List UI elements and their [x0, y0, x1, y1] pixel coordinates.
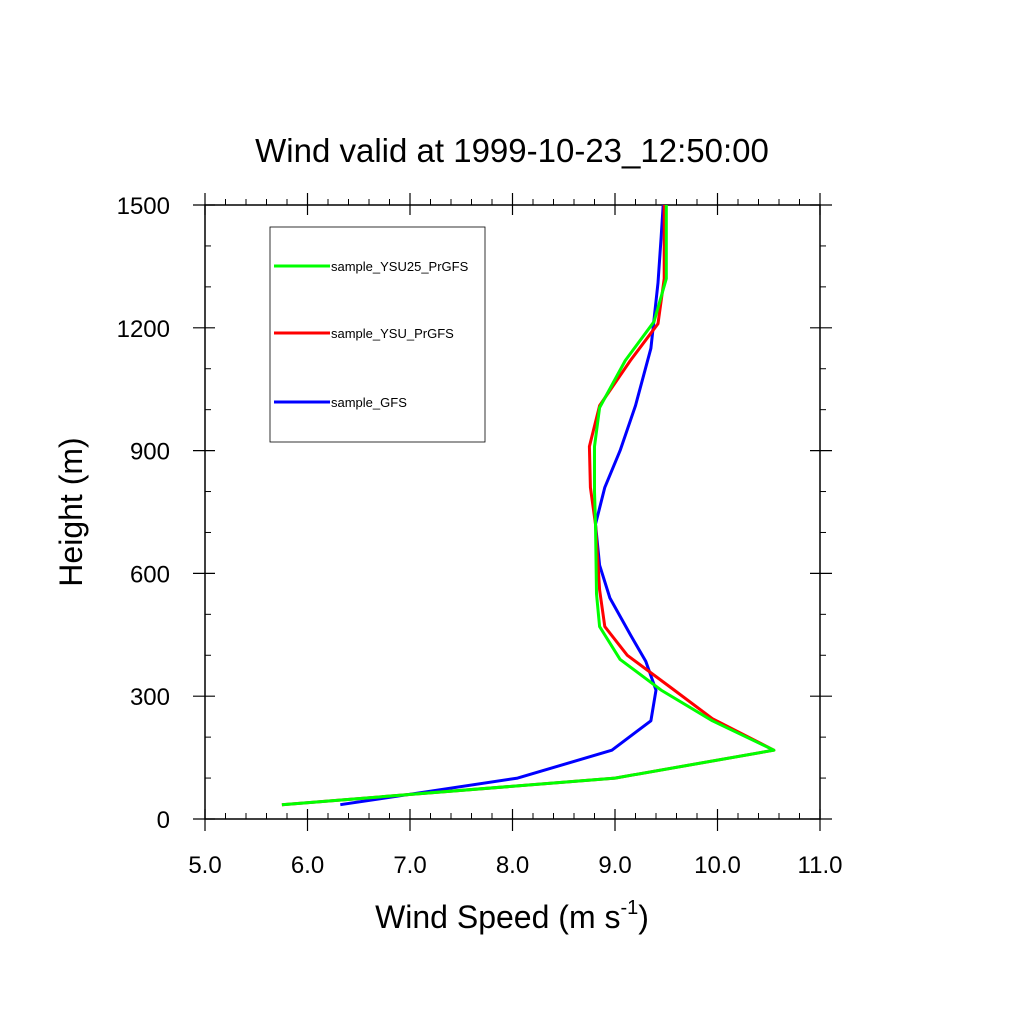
- x-tick-labels: 5.0 6.0 7.0 8.0 9.0 10.0 11.0: [188, 852, 842, 879]
- legend-label: sample_YSU25_PrGFS: [331, 259, 469, 274]
- x-tick-label: 9.0: [598, 852, 631, 879]
- x-tick-label: 10.0: [694, 852, 741, 879]
- legend-entries: sample_YSU25_PrGFS sample_YSU_PrGFSsample…: [274, 259, 469, 410]
- minor-ticks: [205, 199, 826, 819]
- y-tick-label: 300: [130, 684, 170, 711]
- x-tick-label: 8.0: [496, 852, 529, 879]
- y-tick-label: 1500: [117, 193, 170, 220]
- x-axis-label: Wind Speed (m s-1): [375, 897, 649, 935]
- y-tick-label: 0: [157, 807, 170, 834]
- x-tick-label: 5.0: [188, 852, 221, 879]
- plot-area: 5.0 6.0 7.0 8.0 9.0 10.0 11.0 0 300 600 900 1200 15…: [117, 193, 842, 879]
- legend-label: sample_GFS: [331, 395, 407, 410]
- legend-label: sample_YSU_PrGFS: [331, 326, 454, 341]
- x-tick-label: 11.0: [798, 852, 843, 879]
- series-line-sample_YSU25_PrGFS: [281, 205, 776, 807]
- major-ticks: [193, 193, 832, 831]
- y-tick-label: 1200: [117, 316, 170, 343]
- y-axis-label: Height (m): [53, 437, 89, 586]
- y-tick-label: 600: [130, 561, 170, 588]
- y-tick-labels: 0 300 600 900 1200 1500: [117, 193, 170, 834]
- series-line-sample_GFS: [340, 204, 665, 807]
- x-axis-label-superscript: -1: [620, 897, 638, 919]
- x-tick-label: 7.0: [393, 852, 426, 879]
- x-tick-label: 6.0: [291, 852, 324, 879]
- y-tick-label: 900: [130, 439, 170, 466]
- legend: sample_YSU25_PrGFS sample_YSU_PrGFSsample…: [269, 226, 486, 443]
- chart-title: Wind valid at 1999-10-23_12:50:00: [255, 132, 769, 169]
- series-lines: [281, 204, 776, 807]
